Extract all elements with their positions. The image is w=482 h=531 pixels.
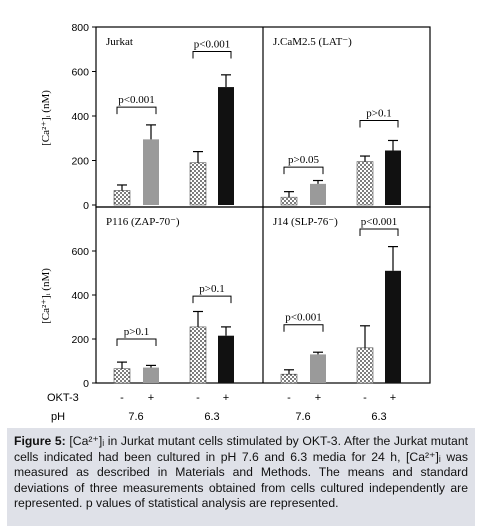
y-tick-label: 0 <box>83 200 89 212</box>
bar <box>310 183 326 205</box>
p-value-label: p<0.001 <box>361 216 397 228</box>
caption-text: [Ca²⁺]ᵢ in Jurkat mutant cells stimulate… <box>14 434 469 511</box>
y-axis-label-top: [Ca²⁺]ᵢ (nM) <box>40 90 52 146</box>
bar <box>218 335 234 383</box>
ph-value: 7.6 <box>128 411 143 423</box>
y-tick-label: 800 <box>71 22 89 34</box>
panel-title: P116 (ZAP-70⁻) <box>106 216 180 228</box>
p-value-label: p>0.1 <box>366 107 391 119</box>
okt-sign: - <box>287 392 291 404</box>
figure-caption: Figure 5: [Ca²⁺]ᵢ in Jurkat mutant cells… <box>7 428 475 526</box>
y-axis-label-bottom: [Ca²⁺]ᵢ (nM) <box>40 268 52 324</box>
y-tick-label: 600 <box>71 246 89 258</box>
okt-sign: - <box>363 392 367 404</box>
okt-sign: + <box>148 392 154 404</box>
panel-bottom-left: P116 (ZAP-70⁻) p>0.1 p>0.1 <box>106 216 234 384</box>
significance-bracket <box>283 324 324 332</box>
y-tick-label: 0 <box>83 378 89 390</box>
p-value-label: p>0.05 <box>288 154 319 166</box>
bar <box>113 190 131 206</box>
panel-title: J.CaM2.5 (LAT⁻) <box>273 36 352 48</box>
ph-value: 6.3 <box>204 411 219 423</box>
okt-sign: - <box>196 392 200 404</box>
bar <box>143 139 159 205</box>
bar <box>143 367 159 383</box>
caption-label: Figure 5: <box>14 434 66 448</box>
significance-bracket <box>283 166 324 175</box>
y-tick-label: 200 <box>71 334 89 346</box>
bar <box>356 347 374 384</box>
significance-bracket <box>359 228 399 236</box>
significance-bracket <box>192 295 232 304</box>
y-tick-label: 400 <box>71 290 89 302</box>
bar <box>280 196 298 206</box>
p-value-label: p<0.001 <box>194 38 230 50</box>
panel-bottom-right: J14 (SLP-76⁻) p<0.001 p<0.001 <box>273 216 401 384</box>
p-value-label: p<0.001 <box>285 312 321 324</box>
panel-top-left: Jurkat p<0.001 p<0.001 <box>106 36 234 206</box>
figure-chart: Jurkat p<0.001 p<0.001 J.CaM2.5 (LAT⁻) p>0.0… <box>40 22 431 423</box>
p-value-label: p>0.1 <box>199 283 224 295</box>
y-tick-label: 600 <box>71 67 89 79</box>
panel-title: Jurkat <box>106 36 133 48</box>
panel-top-right: J.CaM2.5 (LAT⁻) p>0.05 p>0.1 <box>273 36 401 206</box>
bar <box>385 270 401 383</box>
okt-sign: + <box>223 392 229 404</box>
significance-bracket <box>116 338 157 346</box>
okt-row-label: OKT-3 <box>47 392 79 404</box>
bar <box>385 150 401 205</box>
okt-sign: + <box>315 392 321 404</box>
bar <box>113 368 131 384</box>
ph-row-label: pH <box>51 411 65 423</box>
ph-value: 7.6 <box>295 411 310 423</box>
bar <box>310 354 326 383</box>
bar <box>189 162 207 206</box>
bar <box>280 373 298 384</box>
bar <box>218 87 234 205</box>
y-tick-label: 200 <box>71 156 89 168</box>
significance-bracket <box>116 106 157 115</box>
ph-value: 6.3 <box>371 411 386 423</box>
panel-title: J14 (SLP-76⁻) <box>273 216 338 228</box>
y-tick-label: 400 <box>71 111 89 123</box>
okt-sign: + <box>390 392 396 404</box>
bar <box>189 326 207 384</box>
bar <box>356 161 374 206</box>
significance-bracket <box>359 119 399 128</box>
okt-sign: - <box>120 392 124 404</box>
significance-bracket <box>192 50 232 59</box>
p-value-label: p>0.1 <box>124 326 149 338</box>
p-value-label: p<0.001 <box>118 94 154 106</box>
